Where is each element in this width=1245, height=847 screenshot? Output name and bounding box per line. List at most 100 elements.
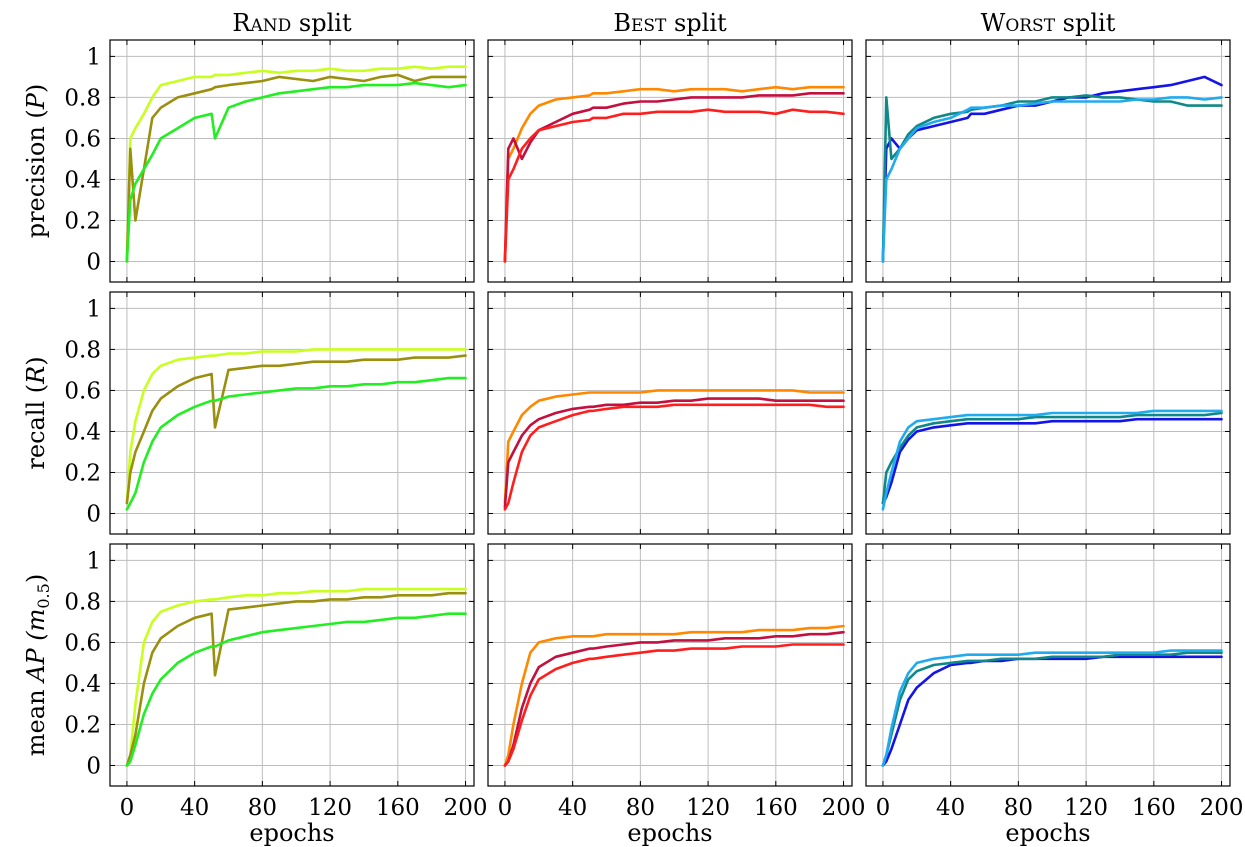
series-line-rand-2 (125, 591, 467, 767)
panel-frame (487, 39, 853, 283)
panel-frame (865, 291, 1231, 535)
series-line-rand-2 (125, 354, 467, 505)
y-tick-label: 0 (86, 501, 101, 527)
series-line-rand-1 (125, 348, 467, 505)
x-tick-label: 200 (444, 795, 488, 821)
x-tick-label: 40 (558, 795, 587, 821)
y-tick-label: 0.6 (64, 378, 101, 404)
series-line-best-2 (503, 92, 845, 263)
x-tick-label: 40 (936, 795, 965, 821)
series-group (125, 348, 467, 511)
series-group (503, 624, 845, 767)
series-line-worst-3 (881, 649, 1223, 767)
series-line-rand-3 (125, 612, 467, 767)
panel-precision-worst (865, 39, 1231, 283)
column-title-worst: WORST split (981, 9, 1116, 37)
panel-recall-best (487, 291, 853, 535)
y-tick-label: 0.2 (64, 712, 101, 738)
y-tick-label: 0.2 (64, 208, 101, 234)
panel-frame (487, 291, 853, 535)
x-tick-label: 40 (180, 795, 209, 821)
panel-recall-rand: 0 0.2 0.4 0.6 0.8 1 (64, 291, 475, 535)
series-line-worst-2 (881, 411, 1223, 505)
series-line-rand-3 (125, 376, 467, 511)
panel-map-rand: 0 0.2 0.4 0.6 0.8 1 0 40 80 120 160 200 epochs (64, 543, 488, 847)
column-title-rand: RAND split (232, 9, 352, 37)
y-tick-label: 0.4 (64, 671, 101, 697)
y-tick-label: 0.4 (64, 167, 101, 193)
series-line-best-1 (503, 624, 845, 767)
series-group (503, 389, 845, 511)
column-title-best: BEST split (613, 9, 727, 37)
series-line-worst-2 (881, 94, 1223, 263)
panel-map-best: 0 40 80 120 160 200 epochs (487, 543, 866, 847)
series-line-worst-2 (881, 651, 1223, 767)
panel-frame (487, 543, 853, 787)
panel-map-worst: 0 40 80 120 160 200 epochs (865, 543, 1244, 847)
x-tick-label: 80 (248, 795, 277, 821)
series-group (881, 75, 1223, 263)
series-line-worst-3 (881, 409, 1223, 511)
panel-recall-worst (865, 291, 1231, 535)
ylabel-map: mean AP (m0.5) (22, 574, 53, 756)
series-line-rand-3 (125, 81, 467, 263)
series-group (125, 65, 467, 263)
series-line-worst-1 (881, 417, 1223, 505)
y-tick-label: 0.4 (64, 419, 101, 445)
series-line-best-1 (503, 85, 845, 263)
series-line-rand-1 (125, 65, 467, 263)
x-tick-label: 160 (376, 795, 420, 821)
series-group (503, 85, 845, 263)
series-line-best-3 (503, 643, 845, 767)
panel-precision-best (487, 39, 853, 283)
x-tick-label: 0 (120, 795, 135, 821)
x-tick-label: 80 (626, 795, 655, 821)
x-tick-label: 120 (1064, 795, 1108, 821)
series-line-best-2 (503, 630, 845, 767)
y-tick-label: 0.6 (64, 126, 101, 152)
y-tick-label: 0.8 (64, 85, 101, 111)
series-group (125, 587, 467, 767)
xlabel: epochs (627, 819, 712, 847)
panel-frame (109, 543, 475, 787)
series-line-best-2 (503, 397, 845, 509)
y-tick-label: 0.6 (64, 630, 101, 656)
series-line-worst-1 (881, 655, 1223, 767)
series-line-best-3 (503, 403, 845, 511)
ylabel-precision: precision (P) (22, 84, 50, 239)
y-tick-label: 1 (86, 296, 101, 322)
series-line-worst-1 (881, 75, 1223, 263)
x-tick-label: 120 (308, 795, 352, 821)
x-tick-label: 0 (876, 795, 891, 821)
ylabel-recall: recall (R) (22, 356, 50, 469)
series-group (881, 649, 1223, 767)
panel-frame (109, 291, 475, 535)
panel-frame (865, 39, 1231, 283)
xlabel: epochs (249, 819, 334, 847)
series-line-rand-2 (125, 73, 467, 263)
x-tick-label: 160 (754, 795, 798, 821)
xlabel: epochs (1005, 819, 1090, 847)
y-tick-label: 1 (86, 44, 101, 70)
series-group (881, 409, 1223, 511)
x-tick-label: 0 (498, 795, 513, 821)
panel-frame (109, 39, 475, 283)
series-line-worst-3 (881, 96, 1223, 263)
y-tick-label: 0.8 (64, 589, 101, 615)
series-line-best-3 (503, 108, 845, 263)
y-tick-label: 0.8 (64, 337, 101, 363)
x-tick-label: 160 (1132, 795, 1176, 821)
y-tick-label: 0.2 (64, 460, 101, 486)
series-line-rand-1 (125, 587, 467, 767)
y-tick-label: 0 (86, 753, 101, 779)
x-tick-label: 120 (686, 795, 730, 821)
panel-precision-rand: 0 0.2 0.4 0.6 0.8 1 (64, 39, 475, 283)
series-line-best-1 (503, 389, 845, 505)
y-tick-label: 1 (86, 548, 101, 574)
x-tick-label: 80 (1004, 795, 1033, 821)
panel-frame (865, 543, 1231, 787)
x-tick-label: 200 (822, 795, 866, 821)
x-tick-label: 200 (1200, 795, 1244, 821)
y-tick-label: 0 (86, 249, 101, 275)
